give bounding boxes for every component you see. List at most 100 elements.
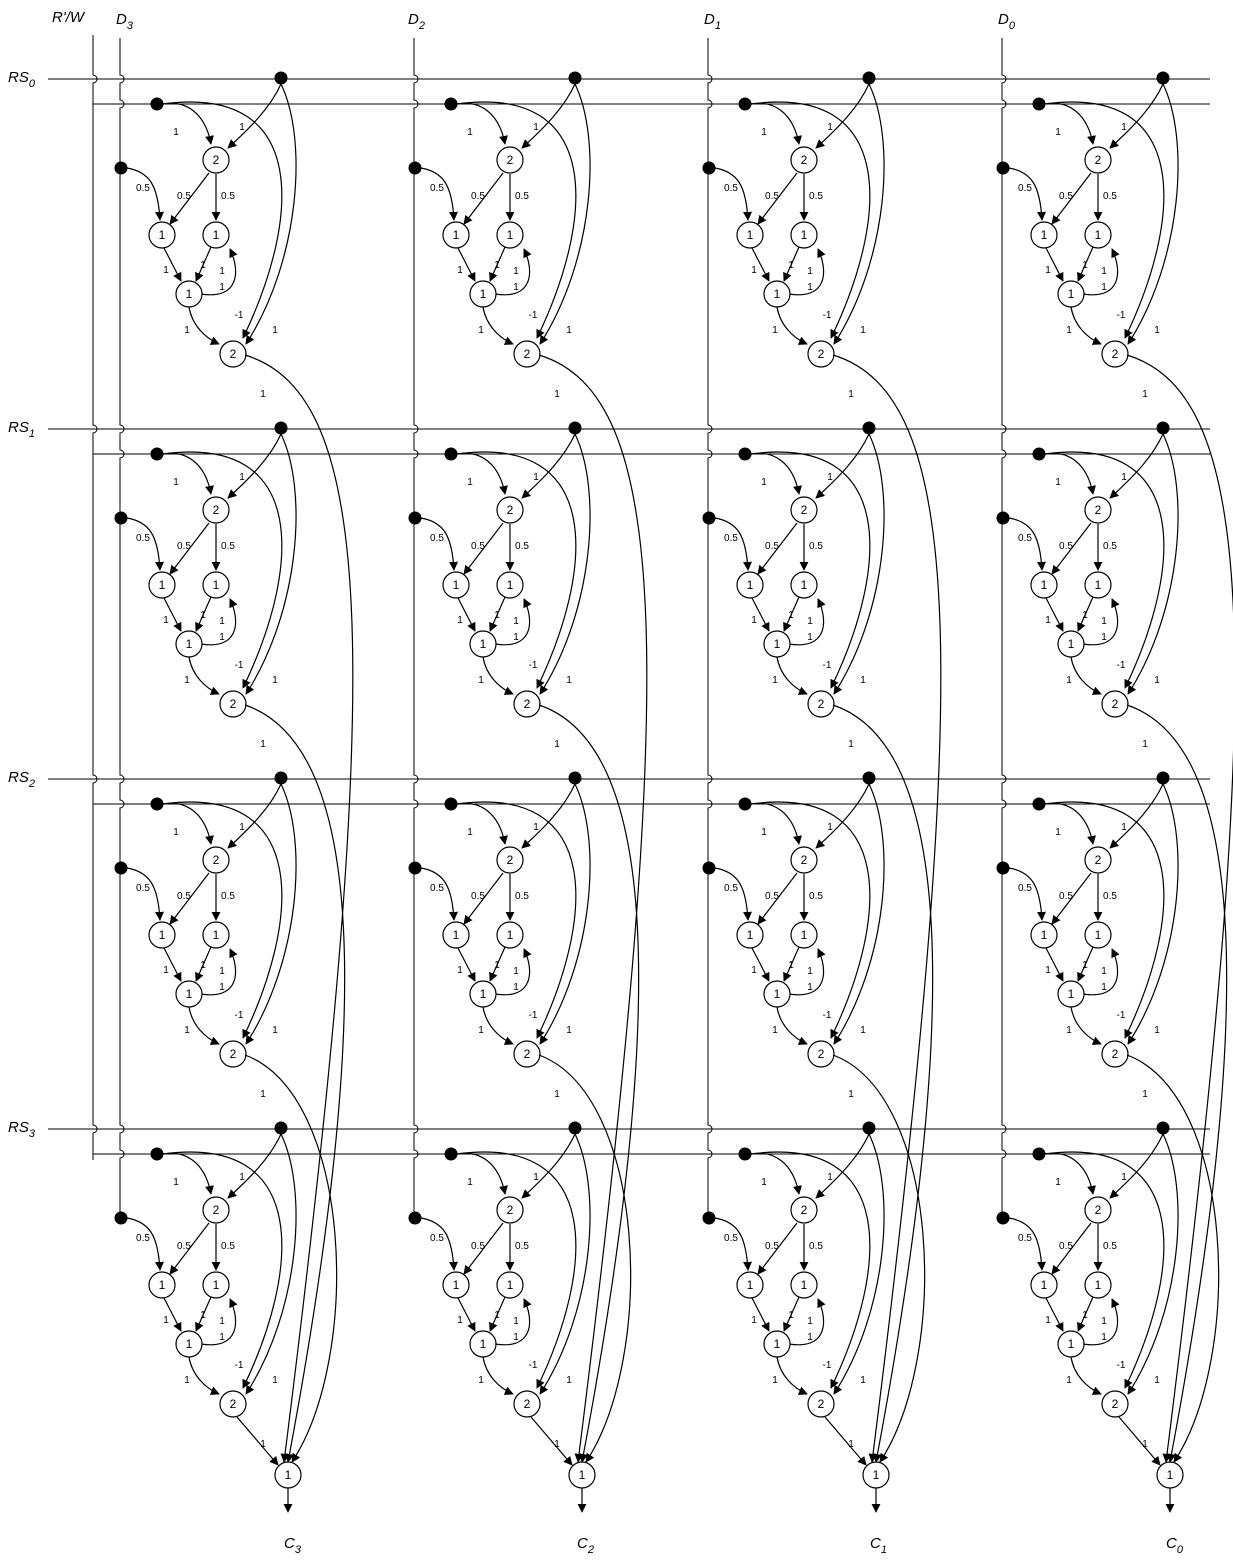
- neuron-right-label: 1: [213, 578, 220, 592]
- neuron-right: 1: [790, 1271, 818, 1299]
- weight-right-to-mid: 1: [788, 610, 794, 621]
- data-line-d2: [413, 38, 419, 1217]
- weight-top-to-left: 0.5: [471, 541, 485, 552]
- neuron-mid: 1: [175, 980, 203, 1008]
- left-to-mid: [163, 597, 182, 632]
- ctrl-to-top: [456, 452, 508, 495]
- neuron-out-label: 2: [818, 1397, 825, 1411]
- right-to-mid: [783, 246, 800, 282]
- ctrl-to-out: [162, 801, 283, 1039]
- neuron-mid: 1: [469, 630, 497, 658]
- control-tap: [1032, 797, 1046, 811]
- output-neuron-label: 1: [1167, 1468, 1174, 1482]
- neuron-top-label: 2: [213, 153, 220, 167]
- mid-to-out: [776, 306, 808, 345]
- weight-mid-to-right: 1: [1101, 1316, 1107, 1327]
- neuron-left-circle: [442, 221, 470, 249]
- left-to-mid: [751, 1297, 770, 1332]
- neuron-right-circle: [496, 571, 524, 599]
- data-to-left: [714, 167, 753, 221]
- row-to-top: [1109, 1133, 1164, 1199]
- cell-r0-to-output: [244, 354, 354, 1463]
- weight-left-to-mid: 1: [163, 1315, 169, 1326]
- column-output-c0: 1: [1118, 354, 1233, 1513]
- neuron-top-label: 2: [507, 153, 514, 167]
- data-to-left: [714, 517, 753, 571]
- row-select-tap: [1156, 421, 1170, 435]
- neuron-mid-label: 1: [186, 287, 193, 301]
- data-to-left: [1008, 867, 1047, 921]
- weight-ctrl-to-top: 1: [1055, 827, 1061, 838]
- neuron-out-circle: [1101, 1390, 1129, 1418]
- neuron-top: 2: [496, 846, 524, 874]
- top-to-left: [1051, 872, 1092, 925]
- weight-row-to-top: 1: [239, 822, 245, 833]
- weight-out-to-column: 1: [1142, 1089, 1148, 1100]
- weight-mid-to-right-2: 1: [1101, 1332, 1107, 1343]
- neuron-top-label: 2: [507, 1203, 514, 1217]
- neuron-out-circle: [1101, 1040, 1129, 1068]
- data-line-d3: [119, 38, 125, 1217]
- row-to-out: [1127, 433, 1179, 695]
- weight-row-to-top: 1: [827, 1172, 833, 1183]
- control-tap: [1032, 97, 1046, 111]
- row-to-out: [1127, 783, 1179, 1045]
- top-to-left: [169, 172, 210, 225]
- memory-cell-r3-c3: 2 1 1 1 2 1 1 0.5 0.5 0.5 1 1 1 1 1 -1 1 1: [996, 1121, 1179, 1450]
- row-to-top: [815, 783, 870, 849]
- neuron-right: 1: [202, 1271, 230, 1299]
- neuron-top-circle: [1084, 1196, 1112, 1224]
- neuron-mid-label: 1: [1068, 1337, 1075, 1351]
- right-to-mid: [783, 1296, 800, 1332]
- neuron-mid-label: 1: [1068, 987, 1075, 1001]
- neuron-mid: 1: [1057, 980, 1085, 1008]
- weight-top-to-left: 0.5: [765, 1241, 779, 1252]
- memory-cell-r0-c2: 2 1 1 1 2 1 1 0.5 0.5 0.5 1 1 1 1 1 -1 1 1: [702, 71, 885, 400]
- row-to-out: [245, 83, 297, 345]
- weight-top-to-right: 0.5: [221, 1241, 235, 1252]
- weight-mid-to-right: 1: [1101, 266, 1107, 277]
- rw-vertical-line: [92, 35, 98, 1160]
- right-to-mid: [195, 946, 212, 982]
- neuron-top-circle: [790, 496, 818, 524]
- neuron-out-label: 2: [230, 347, 237, 361]
- weight-ctrl-to-top: 1: [1055, 477, 1061, 488]
- neuron-top-label: 2: [213, 853, 220, 867]
- row-to-out: [245, 433, 297, 695]
- weight-row-to-top: 1: [533, 822, 539, 833]
- neuron-right-label: 1: [1095, 228, 1102, 242]
- left-to-mid: [457, 247, 476, 282]
- weight-top-to-right: 0.5: [809, 541, 823, 552]
- weight-top-to-right: 0.5: [1103, 541, 1117, 552]
- neuron-left: 1: [736, 221, 764, 249]
- weight-ctrl-to-top: 1: [761, 477, 767, 488]
- neuron-right-circle: [496, 921, 524, 949]
- neuron-top-circle: [202, 146, 230, 174]
- weight-row-to-out: 1: [860, 1375, 866, 1386]
- weight-mid-to-out: 1: [184, 1025, 190, 1036]
- mid-to-right: [494, 948, 532, 996]
- row-to-top: [521, 83, 576, 149]
- weight-left-to-mid: 1: [751, 265, 757, 276]
- neuron-left: 1: [736, 571, 764, 599]
- ctrl-to-out: [456, 101, 577, 339]
- neuron-top-circle: [1084, 496, 1112, 524]
- weight-row-to-out: 1: [272, 1025, 278, 1036]
- row-to-top: [1109, 783, 1164, 849]
- weight-out-to-column: 1: [554, 1439, 560, 1450]
- weight-out-to-column: 1: [848, 739, 854, 750]
- weight-right-to-mid: 1: [200, 960, 206, 971]
- weight-ctrl-to-out: -1: [823, 1360, 832, 1371]
- cell-r1-to-output: [832, 704, 934, 1463]
- weight-ctrl-to-top: 1: [1055, 127, 1061, 138]
- row-to-out: [245, 1133, 297, 1395]
- neuron-left-circle: [148, 221, 176, 249]
- neuron-left-label: 1: [1041, 228, 1048, 242]
- row-to-top: [227, 433, 282, 499]
- left-to-mid: [163, 1297, 182, 1332]
- row-to-top: [1109, 433, 1164, 499]
- neuron-out-circle: [219, 340, 247, 368]
- neuron-mid-circle: [175, 630, 203, 658]
- neuron-left: 1: [736, 1271, 764, 1299]
- weight-top-to-left: 0.5: [765, 541, 779, 552]
